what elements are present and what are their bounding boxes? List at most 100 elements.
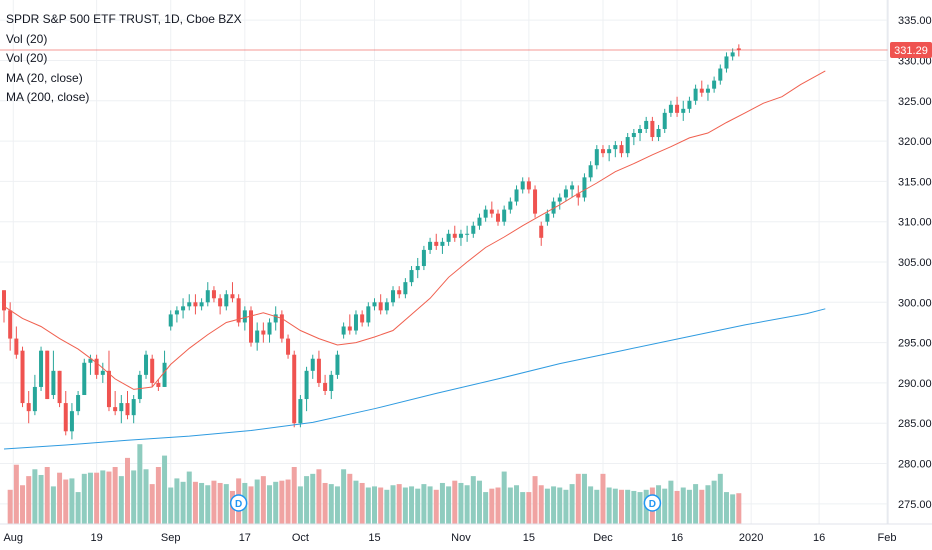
candle-body <box>508 201 513 210</box>
volume-bar <box>569 484 575 524</box>
volume-bar <box>310 473 316 524</box>
candle-body <box>113 407 118 412</box>
candle-body <box>88 358 93 363</box>
volume-bar <box>384 489 390 524</box>
volume-bar <box>125 457 130 524</box>
y-tick-label: 315.00 <box>898 176 932 188</box>
time-axis[interactable]: Aug 19 Sep 17 Oct 15 Nov 15 Dec 16 2020 16 Feb <box>3 532 896 544</box>
candle-body <box>360 314 365 323</box>
volume-bar <box>699 489 705 524</box>
candle-body <box>187 302 192 307</box>
candle-body <box>156 382 161 387</box>
legend-symbol[interactable]: SPDR S&P 500 ETF TRUST, 1D, Cboe BZX <box>6 12 242 26</box>
volume-bar <box>38 474 44 524</box>
volume-bar <box>495 487 501 524</box>
volume-bar <box>149 484 155 524</box>
legend-ma20[interactable]: MA (20, close) <box>6 70 83 85</box>
last-price-badge-text: 331.29 <box>894 45 928 57</box>
last-price-badge: 331.29 <box>890 42 932 59</box>
volume-bar <box>248 486 254 524</box>
volume-bar <box>223 484 229 524</box>
volume-bar <box>662 488 668 524</box>
volume-bar <box>279 480 285 524</box>
candle-body <box>45 350 50 400</box>
legend-ma200[interactable]: MA (200, close) <box>6 90 90 104</box>
candle-body <box>298 399 303 424</box>
candle-body <box>600 149 605 154</box>
volume-bar <box>581 473 587 524</box>
volume-bar <box>736 493 742 524</box>
volume-bar <box>409 486 415 524</box>
volume-bar <box>304 476 310 524</box>
candle-body <box>335 354 340 375</box>
volume-bar <box>557 487 563 524</box>
candle-body <box>594 149 599 166</box>
candle-body <box>588 165 593 178</box>
x-tick-label: 17 <box>239 532 251 544</box>
candle-body <box>570 185 575 190</box>
volume-bar <box>94 472 100 524</box>
volume-bar <box>446 486 452 524</box>
volume-bar <box>32 469 38 524</box>
candle-body <box>119 403 124 412</box>
x-tick-label: 16 <box>671 532 683 544</box>
candle-body <box>539 225 544 238</box>
candle-body <box>421 249 426 267</box>
volume-bar <box>81 473 87 524</box>
candle-body <box>199 302 204 307</box>
candle-body <box>267 322 272 335</box>
volume-bar <box>680 487 686 524</box>
candle-body <box>366 306 371 323</box>
candle-body <box>452 233 457 238</box>
candle-body <box>218 298 223 307</box>
volume-bar <box>538 485 544 524</box>
price-axis[interactable]: 335.00 330.00 325.00 320.00 315.00 310.00 305.… <box>898 15 932 511</box>
volume-bar <box>674 490 680 524</box>
legend-volume-1[interactable]: Vol (20) <box>6 31 48 46</box>
volume-bar <box>347 473 353 524</box>
legend-volume-2[interactable]: Vol (20) <box>6 51 48 65</box>
volume-bar <box>717 473 723 524</box>
volume-bar <box>131 470 137 524</box>
volume-bar <box>100 470 106 524</box>
volume-bar <box>267 485 273 524</box>
candle-body <box>675 104 680 113</box>
volume-bar <box>112 467 118 524</box>
volume-bar <box>507 487 513 524</box>
candle-body <box>168 314 173 327</box>
volume-bar <box>162 455 168 524</box>
volume-bar <box>13 464 19 524</box>
candle-body <box>625 137 630 154</box>
candle-body <box>520 181 525 190</box>
volume-bar <box>75 492 81 524</box>
y-tick-label: 280.00 <box>898 459 932 471</box>
y-tick-label: 275.00 <box>898 499 932 511</box>
x-tick-label: Aug <box>3 532 23 544</box>
candle-body <box>563 189 568 198</box>
dividend-marker-label: D <box>649 499 656 510</box>
volume-bar <box>365 487 371 524</box>
y-tick-label: 305.00 <box>898 257 932 269</box>
candle-body <box>236 298 241 323</box>
candle-body <box>106 370 111 408</box>
candle-body <box>162 362 167 387</box>
volume-bar <box>686 489 692 524</box>
volume-bar <box>341 469 347 524</box>
volume-bar <box>390 485 396 524</box>
candle-body <box>681 108 686 113</box>
candle-body <box>316 358 321 383</box>
volume-bar <box>421 484 427 524</box>
volume-bar <box>606 487 612 524</box>
candle-body <box>347 326 352 331</box>
candle-body <box>496 213 500 222</box>
volume-bar <box>106 471 112 524</box>
candle-body <box>477 217 482 226</box>
candle-body <box>409 270 414 283</box>
x-tick-label: 16 <box>813 532 825 544</box>
volume-bar <box>452 480 458 524</box>
volume-bar <box>668 480 674 524</box>
candle-body <box>446 233 451 242</box>
y-tick-label: 325.00 <box>898 96 932 108</box>
